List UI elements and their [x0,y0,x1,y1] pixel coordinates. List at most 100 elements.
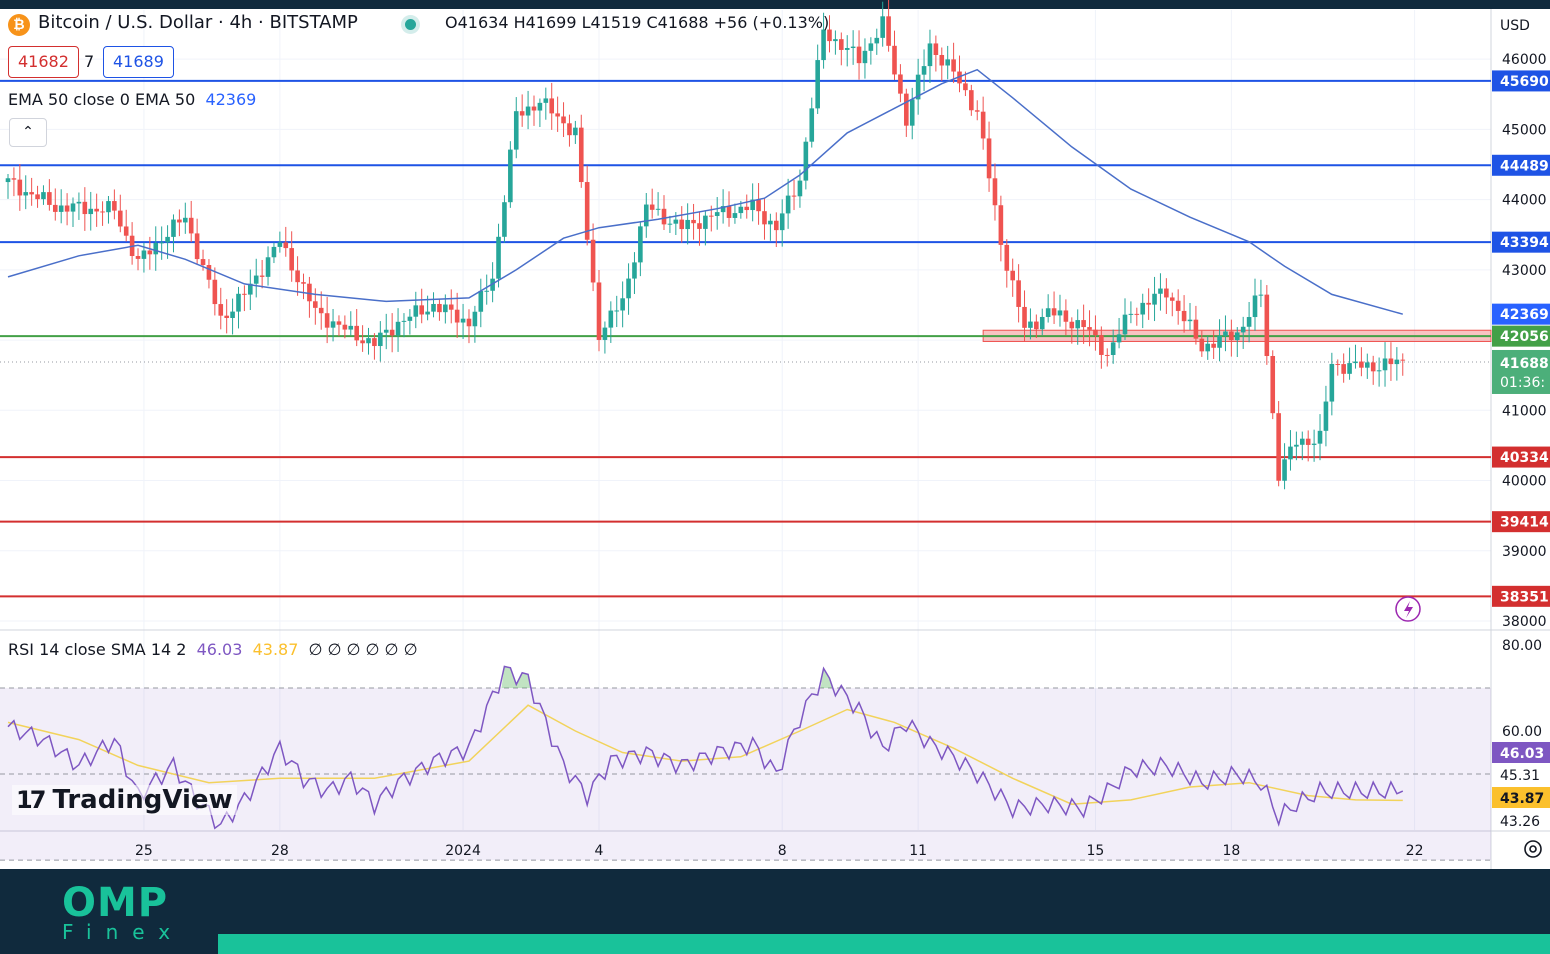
candle-body [708,215,714,217]
candle-body [567,123,572,136]
candle-body [915,74,921,100]
candle-body [620,298,625,311]
candle-body [265,257,271,277]
candle-body [655,208,661,210]
symbol-title[interactable]: Bitcoin / U.S. Dollar · 4h · BITSTAMP [38,12,358,33]
rsi-axis-value: 45.31 [1500,768,1540,784]
candle-body [1365,362,1370,368]
candle-body [986,138,992,179]
candle-body [1010,270,1015,281]
candle-body [584,182,590,240]
candle-body [691,219,696,224]
candle-body [283,242,289,249]
candle-body [673,219,679,224]
candle-body [892,45,897,75]
rsi-axis-tick: 60.00 [1502,724,1542,740]
candle-body [395,321,401,336]
candle-body [685,219,690,230]
candle-body [661,208,667,225]
candle-body [1164,288,1169,298]
rsi-axis-value: 46.03 [1500,746,1544,762]
candle-body [1175,300,1181,311]
candle-body [839,39,844,50]
price-axis-currency: USD [1500,18,1530,34]
level-price-tag-bg [1492,70,1550,92]
collapse-legend-button[interactable]: ⌃ [9,118,47,147]
level-price-tag-bg [1492,154,1550,176]
gear-icon[interactable] [1522,838,1544,860]
candle-body [1400,359,1406,361]
rsi-overbought-fill [501,666,532,688]
candle-body [738,206,744,214]
chart-area[interactable]: USD3800039000400004100042000430004400045… [0,0,1550,869]
candle-body [750,199,755,211]
rsi-line [7,665,1404,830]
candle-body [945,59,950,66]
candle-body [1282,459,1287,481]
sell-price-button[interactable]: 41682 [8,46,79,78]
candle-body [82,201,88,215]
candle-body [1193,319,1199,339]
time-axis-tick: 28 [271,843,289,859]
ema50-line [7,68,1404,315]
level-price-tag-bg [1492,511,1550,533]
candle-body [1299,438,1305,445]
price-axis-tick: 38000 [1502,614,1547,630]
buy-price-button[interactable]: 41689 [103,46,174,78]
last-price-tag-text: 41688 [1500,356,1549,372]
candle-body [768,220,773,225]
candle-body [1370,362,1376,372]
candle-body [779,213,785,231]
candle-body [460,318,466,323]
candle-body [921,66,927,75]
candle-body [1229,331,1234,341]
candle-body [171,219,176,237]
ema-legend[interactable]: EMA 50 close 0 EMA 50 42369 [8,90,265,109]
rsi-legend-label: RSI 14 close SMA 14 2 [8,640,187,659]
candle-body [756,199,761,212]
candle-body [638,226,643,263]
omp-logo-subtitle: Finex [62,920,185,944]
candle-body [531,106,537,111]
level-price-tag-bg [1492,585,1550,607]
candle-body [1288,446,1293,460]
candle-body [502,202,507,237]
candle-body [508,149,513,203]
candle-body [785,195,791,214]
candle-body [1039,316,1045,330]
candle-body [58,205,64,212]
rsi-legend[interactable]: RSI 14 close SMA 14 2 46.03 43.87 ∅ ∅ ∅ … [8,640,418,659]
candle-body [106,201,111,213]
candle-body [1069,321,1075,329]
candle-body [898,74,903,94]
footer-accent-bar [218,934,1550,954]
candle-body [697,223,702,229]
candle-body [29,192,34,195]
level-price-tag: 42056 [1492,325,1550,347]
candle-body [939,54,945,66]
candle-body [643,204,649,227]
level-price-tag-text: 44489 [1500,158,1549,174]
candle-body [791,195,797,197]
candle-body [76,201,82,204]
candle-body [1110,342,1116,355]
time-axis-tick: 11 [909,843,927,859]
candle-body [614,310,620,312]
time-axis-tick: 22 [1406,843,1424,859]
candle-body [649,204,655,210]
bitcoin-icon: ₿ [8,14,30,36]
rsi-sma-legend-value: 43.87 [252,640,299,659]
time-axis-tick: 8 [778,843,787,859]
candle-body [1211,343,1216,348]
candle-body [1341,364,1346,374]
candle-body [1246,317,1252,327]
candle-body [1051,308,1057,316]
level-price-tag: 43394 [1492,231,1550,253]
candle-body [383,329,389,333]
candle-body [218,304,224,316]
level-price-tag-text: 43394 [1500,235,1549,251]
candle-body [1181,310,1187,322]
candle-body [549,98,555,114]
candle-body [419,305,424,315]
tradingview-logo[interactable]: 17 TradingView [12,785,237,815]
